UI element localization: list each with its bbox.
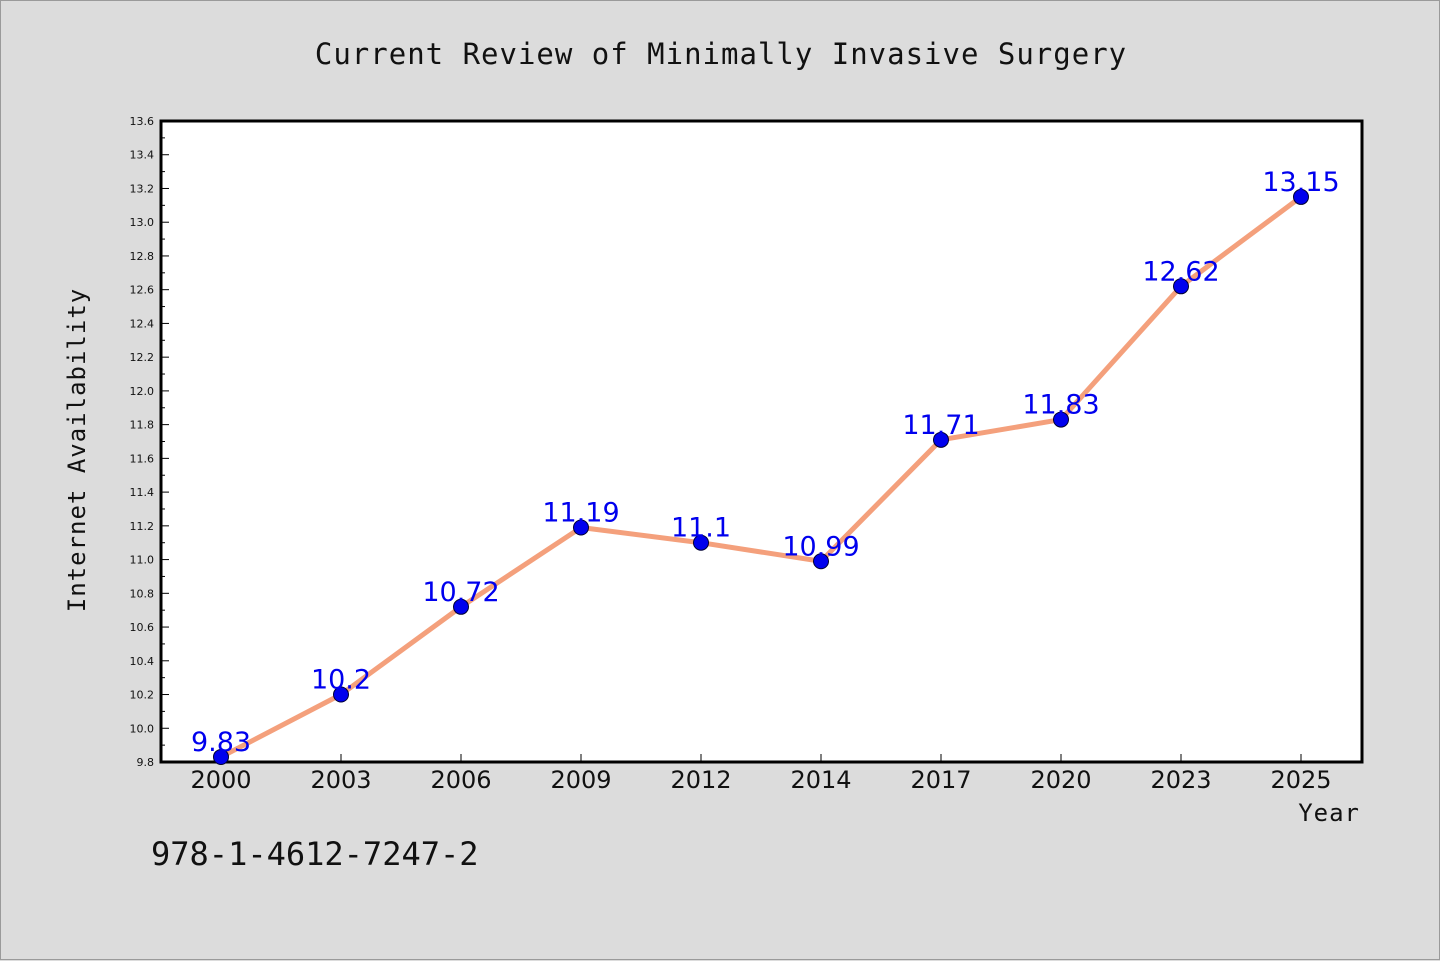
y-tick-label: 11.8: [130, 419, 155, 432]
y-tick-label: 12.4: [130, 317, 155, 330]
y-tick-label: 13.0: [130, 216, 155, 229]
y-tick-label: 12.0: [130, 385, 155, 398]
y-tick-label: 13.4: [130, 149, 155, 162]
data-label-layer: 9.83 10.2 10.72 11.19 11.1 10.99 11.71 11.83 12.…: [191, 167, 1340, 758]
data-label: 10.99: [782, 531, 859, 562]
x-tick-label: 2025: [1270, 766, 1331, 794]
data-label: 9.83: [191, 727, 251, 758]
x-tick-label: 2003: [310, 766, 371, 794]
data-label: 11.83: [1022, 390, 1099, 421]
y-tick-label: 10.4: [130, 655, 155, 668]
x-tick-label: 2017: [910, 766, 971, 794]
x-tick-label: 2023: [1150, 766, 1211, 794]
y-tick-label: 11.6: [130, 452, 155, 465]
data-point: [1293, 188, 1309, 205]
data-label: 11.71: [902, 410, 979, 441]
y-tick-label: 10.2: [130, 689, 155, 702]
y-tick-label: 11.0: [130, 554, 155, 567]
y-tick-label: 12.8: [130, 250, 155, 263]
y-axis-title: Internet Availability: [63, 288, 91, 612]
data-point: [1053, 411, 1069, 428]
y-tick-label: 10.0: [130, 722, 155, 735]
plot-area: [159, 119, 1364, 764]
y-tick-label: 11.4: [130, 486, 155, 499]
x-tick-label: 2006: [430, 766, 491, 794]
y-axis: 9.8 10.0 10.2 10.4 10.6 10.8 11.0 11.2 11.4 11.6 1…: [130, 115, 169, 769]
x-tick-label: 2014: [790, 766, 851, 794]
data-point: [333, 686, 349, 703]
y-tick-label: 10.6: [130, 621, 155, 634]
data-point: [813, 553, 829, 570]
y-tick-label: 10.8: [130, 587, 155, 600]
x-tick-label: 2009: [550, 766, 611, 794]
y-tick-label: 12.6: [130, 284, 155, 297]
y-tick-label: 11.2: [130, 520, 155, 533]
x-tick-label: 2020: [1030, 766, 1091, 794]
data-label: 12.62: [1142, 256, 1219, 287]
x-axis-title: Year: [1298, 799, 1360, 827]
y-tick-label: 12.2: [130, 351, 155, 364]
data-label: 10.72: [422, 577, 499, 608]
x-axis: 2000 2003 2006 2009 2012 2014 2017 2020 2023 2025: [190, 754, 1332, 794]
data-point: [213, 748, 229, 765]
data-label: 11.1: [671, 513, 731, 544]
series-line: [219, 194, 1303, 760]
x-tick-label: 2012: [670, 766, 731, 794]
data-label: 13.15: [1262, 167, 1339, 198]
data-label: 10.2: [311, 665, 371, 696]
y-tick-label: 9.8: [137, 756, 155, 769]
data-point: [1173, 278, 1189, 295]
data-point: [573, 519, 589, 536]
isbn-footnote: 978-1-4612-7247-2: [151, 835, 479, 873]
y-tick-label: 13.2: [130, 182, 155, 195]
chart-title: Current Review of Minimally Invasive Sur…: [315, 37, 1127, 71]
series-layer: [213, 188, 1309, 765]
data-point: [453, 598, 469, 615]
y-tick-label: 13.6: [130, 115, 155, 128]
data-point: [693, 534, 709, 551]
data-point: [933, 431, 949, 448]
data-label: 11.19: [542, 498, 619, 529]
x-tick-label: 2000: [190, 766, 251, 794]
